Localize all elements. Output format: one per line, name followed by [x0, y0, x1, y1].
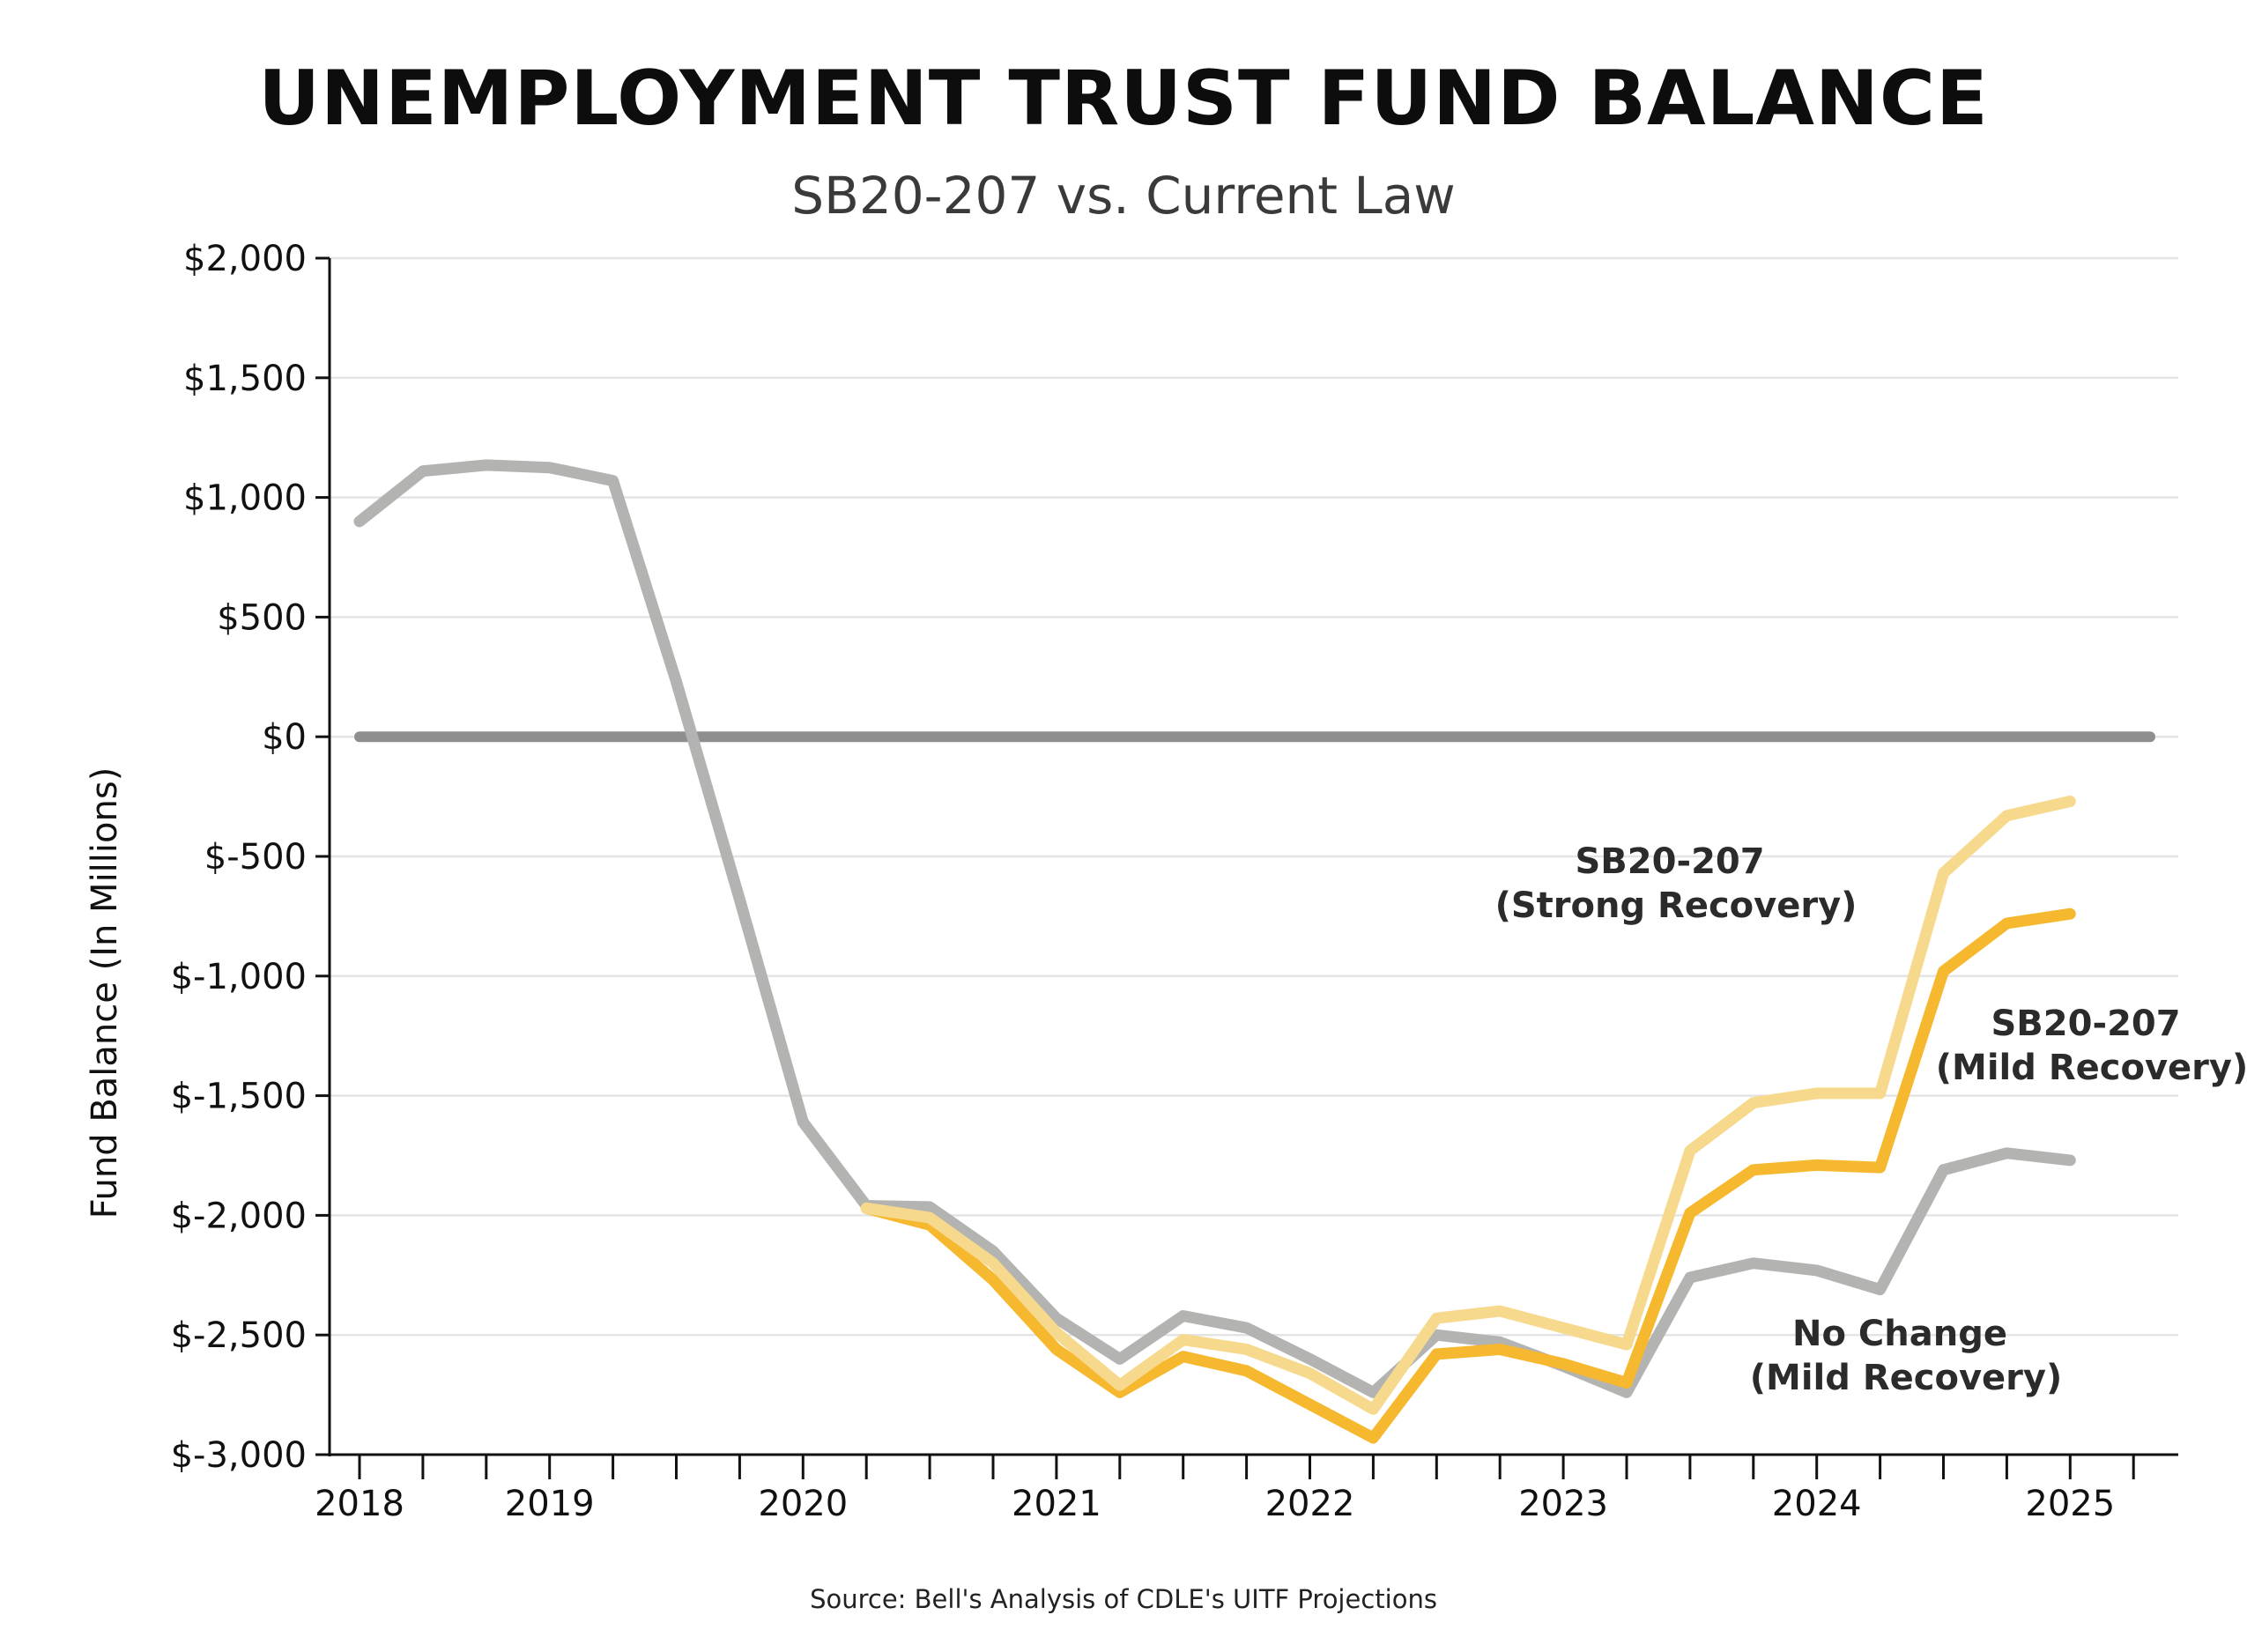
x-tick-label: 2021: [1012, 1484, 1101, 1524]
x-tick-label: 2023: [1518, 1484, 1608, 1524]
y-tick-label: $-1,500: [171, 1077, 307, 1117]
y-tick-label: $-500: [204, 837, 307, 878]
annotation-mild-line-1: SB20-207: [1991, 1004, 2181, 1044]
annotation-mild-line-2: (Mild Recovery): [1936, 1048, 2247, 1088]
annotation-mild: SB20-207 (Mild Recovery): [1936, 1004, 2247, 1088]
annotation-no-change-line-1: No Change: [1792, 1314, 2007, 1354]
series-lines: [353, 459, 2076, 1444]
x-tick-label: 2018: [315, 1484, 404, 1524]
x-axis-ticks: 2018 2019 2020 2021 2022 2023 2024 2025: [315, 1455, 2135, 1524]
y-tick-label: $1,000: [183, 478, 307, 519]
y-tick-label: $-2,500: [171, 1315, 307, 1356]
series-line-nochange: [353, 459, 2076, 1398]
annotation-strong-line-1: SB20-207: [1576, 841, 1765, 882]
y-tick-label: $-2,000: [171, 1196, 307, 1236]
series-line-mild: [860, 907, 2076, 1444]
x-tick-label: 2024: [1772, 1484, 1862, 1524]
y-tick-label: $-1,000: [171, 957, 307, 997]
y-tick-label: $500: [217, 597, 307, 638]
y-axis-ticks: $2,000 $1,500 $1,000 $500 $0 $-500 $-1,000 $-1,…: [171, 239, 330, 1476]
x-tick-label: 2025: [2025, 1484, 2115, 1524]
source-note: Source: Bell's Analysis of CDLE's UITF P…: [810, 1584, 1437, 1614]
annotation-strong: SB20-207 (Strong Recovery): [1495, 841, 1858, 926]
y-tick-label: $1,500: [183, 359, 307, 399]
chart-title: UNEMPLOYMENT TRUST FUND BALANCE: [258, 55, 1989, 143]
y-tick-label: $-3,000: [171, 1435, 307, 1476]
x-tick-label: 2020: [758, 1484, 848, 1524]
gridlines: [330, 256, 2178, 1337]
y-tick-label: $0: [262, 717, 307, 758]
x-tick-label: 2019: [505, 1484, 595, 1524]
series-line-strong: [860, 796, 2076, 1415]
x-tick-label: 2022: [1265, 1484, 1355, 1524]
annotation-strong-line-2: (Strong Recovery): [1495, 885, 1858, 926]
annotation-no-change: No Change (Mild Recovery): [1750, 1314, 2062, 1398]
y-axis-label: Fund Balance (In Millions): [85, 767, 125, 1219]
chart-subtitle: SB20-207 vs. Current Law: [791, 166, 1456, 226]
annotation-no-change-line-2: (Mild Recovery): [1750, 1358, 2062, 1398]
y-tick-label: $2,000: [183, 239, 307, 279]
